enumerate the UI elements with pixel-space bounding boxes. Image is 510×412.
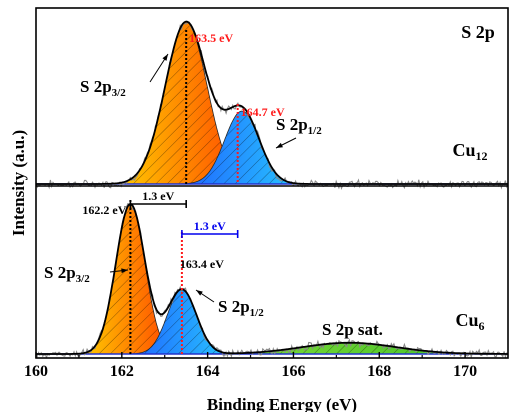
peak-arrowhead-0-0 [162,54,168,61]
x-axis-label: Binding Energy (eV) [207,395,357,412]
plot-frame [35,7,509,359]
envelope-0 [36,20,508,185]
x-tick-label-1: 162 [110,363,134,380]
peak-hatch-0-1 [168,111,316,184]
envelope-1 [36,202,508,355]
panel-label: S 2p [461,22,495,42]
marker-label-1-0: 162.2 eV [82,203,126,217]
peak-hatch-1-2 [148,342,508,354]
marker-label-0-1: 164.7 eV [241,105,285,119]
peak-label-1-0: S 2p3/2 [44,263,90,285]
separation-label-0: 1.3 eV [142,189,174,203]
y-axis-label: Intensity (a.u.) [9,130,28,236]
x-tick-label-3: 166 [281,363,305,380]
peak-arrowhead-1-1 [196,290,203,296]
marker-label-0-0: 163.5 eV [189,31,233,45]
x-tick-label-2: 164 [196,363,220,380]
x-tick-label-0: 160 [24,363,48,380]
sample-label-1: Cu6 [455,310,484,333]
marker-label-1-1: 163.4 eV [180,257,224,271]
x-tick-label-4: 168 [367,363,391,380]
peak-arrowhead-0-1 [276,142,283,148]
peak-hatch-1-0 [68,204,193,354]
peak-arrowhead-1-0 [121,268,128,274]
sample-label-0: Cu12 [452,140,487,163]
peak-label-1-1: S 2p1/2 [218,297,264,319]
separation-label-1: 1.3 eV [194,219,226,233]
peak-label-1-2: S 2p sat. [322,320,383,339]
x-tick-label-5: 170 [453,363,477,380]
peak-label-0-0: S 2p3/2 [80,77,126,99]
peak-label-0-1: S 2p1/2 [276,115,322,137]
